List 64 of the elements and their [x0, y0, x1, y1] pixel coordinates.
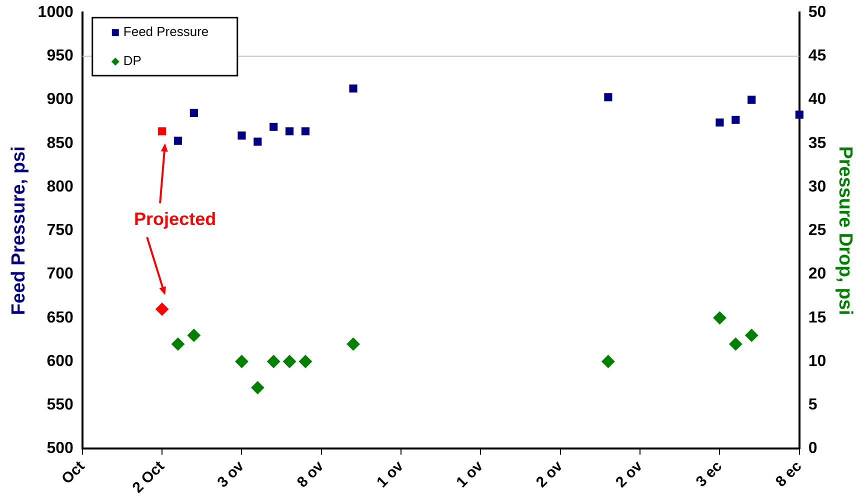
y-axis-title: Feed Pressure, psi	[8, 146, 30, 316]
x-tick-label: 2 ov	[612, 457, 646, 492]
y-tick-label: 850	[46, 134, 74, 152]
point	[190, 108, 198, 117]
x-tick-label: Oct	[58, 458, 88, 488]
point	[602, 355, 615, 368]
y2-tick-label: 30	[808, 178, 826, 196]
y-tick-label: 900	[46, 91, 74, 108]
point	[267, 355, 280, 368]
point	[298, 355, 312, 368]
y2-tick-label: 40	[808, 91, 826, 108]
point	[187, 328, 200, 342]
point	[285, 127, 294, 136]
x-tick-label: 8 ov	[294, 457, 328, 492]
y2-tick-label: 5	[808, 396, 818, 414]
y2-tick-label: 25	[808, 222, 826, 240]
point	[729, 338, 742, 351]
point	[795, 110, 804, 119]
y-tick-label: 500	[46, 440, 74, 458]
point	[349, 84, 358, 93]
point	[283, 355, 296, 368]
point	[270, 122, 278, 131]
y2-tick-label: 35	[808, 134, 826, 152]
point	[732, 116, 740, 124]
x-tick-label: 3 ov	[214, 457, 248, 492]
x-tick-label: 1 ov	[453, 457, 487, 492]
y-tick-label: 600	[46, 352, 74, 370]
point	[171, 338, 184, 351]
legend-label: Feed Pressure	[123, 24, 209, 40]
point	[716, 118, 724, 127]
point	[235, 355, 248, 368]
y-tick-label: 550	[46, 396, 74, 414]
legend-label: DP	[123, 53, 142, 68]
y2-tick-label: 15	[808, 309, 826, 326]
y-tick-label: 700	[46, 266, 74, 283]
x-tick-label: 2 ov	[532, 457, 567, 492]
y-tick-label: 800	[46, 178, 74, 196]
x-tick-label: 8 ec	[772, 458, 806, 491]
point	[158, 127, 166, 136]
point	[301, 127, 310, 136]
point	[251, 381, 264, 394]
point	[745, 328, 758, 342]
y2-tick-label: 45	[808, 48, 826, 65]
point	[174, 136, 182, 145]
point	[254, 138, 262, 146]
annotation: Projected	[134, 209, 216, 230]
point	[604, 93, 612, 102]
y-tick-label: 950	[46, 48, 74, 65]
point	[346, 338, 360, 351]
x-tick-label: 3 ec	[692, 458, 726, 491]
point	[238, 132, 246, 140]
y2-tick-label: 20	[808, 266, 826, 283]
point	[748, 96, 756, 104]
x-tick-label: 1 ov	[374, 457, 408, 492]
y2-tick-label: 0	[808, 440, 818, 458]
y2-axis-title: Pressure Drop, psi	[834, 146, 856, 316]
y2-tick-label: 50	[808, 4, 826, 22]
point	[156, 302, 169, 316]
point	[713, 311, 726, 324]
x-tick-label: 2 Oct	[129, 458, 168, 496]
y-tick-label: 750	[46, 222, 74, 240]
y2-tick-label: 10	[808, 352, 826, 370]
y-tick-label: 650	[46, 309, 74, 326]
y-tick-label: 1000	[38, 4, 74, 22]
